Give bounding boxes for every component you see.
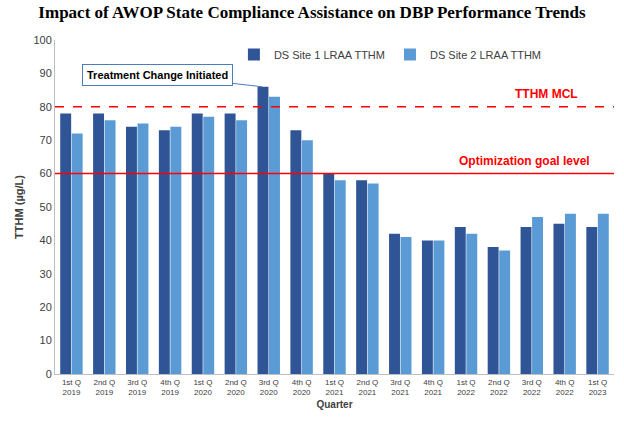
- svg-text:2nd Q2019: 2nd Q2019: [93, 378, 115, 397]
- svg-text:TTHM MCL: TTHM MCL: [515, 87, 578, 101]
- svg-text:10: 10: [40, 334, 52, 346]
- svg-text:4th Q2021: 4th Q2021: [423, 378, 443, 397]
- svg-text:3rd Q2020: 3rd Q2020: [259, 378, 279, 397]
- svg-text:3rd Q2021: 3rd Q2021: [390, 378, 410, 397]
- svg-text:Impact of AWOP State Complianc: Impact of AWOP State Compliance Assistan…: [38, 3, 586, 22]
- svg-text:Treatment Change Initiated: Treatment Change Initiated: [87, 69, 228, 81]
- svg-text:60: 60: [40, 167, 52, 179]
- svg-text:DS Site 1 LRAA TTHM: DS Site 1 LRAA TTHM: [274, 49, 385, 61]
- svg-text:2nd Q2022: 2nd Q2022: [488, 378, 510, 397]
- svg-text:80: 80: [40, 101, 52, 113]
- svg-text:90: 90: [40, 67, 52, 79]
- svg-text:4th Q2020: 4th Q2020: [292, 378, 312, 397]
- svg-text:2nd Q2020: 2nd Q2020: [225, 378, 247, 397]
- svg-text:Optimization goal level: Optimization goal level: [459, 154, 590, 168]
- svg-text:4th Q2022: 4th Q2022: [555, 378, 575, 397]
- svg-text:Quarter: Quarter: [316, 399, 352, 410]
- svg-text:1st Q2023: 1st Q2023: [588, 378, 607, 397]
- svg-text:100: 100: [33, 34, 51, 46]
- svg-text:1st Q2020: 1st Q2020: [193, 378, 212, 397]
- svg-text:20: 20: [40, 301, 52, 313]
- svg-text:3rd Q2022: 3rd Q2022: [522, 378, 542, 397]
- svg-text:DS Site 2 LRAA TTHM: DS Site 2 LRAA TTHM: [430, 49, 541, 61]
- svg-text:1st Q2019: 1st Q2019: [62, 378, 81, 397]
- svg-text:4th Q2019: 4th Q2019: [160, 378, 180, 397]
- svg-text:1st Q2021: 1st Q2021: [325, 378, 344, 397]
- svg-text:50: 50: [40, 201, 52, 213]
- svg-text:30: 30: [40, 268, 52, 280]
- svg-text:0: 0: [46, 368, 52, 380]
- svg-text:2nd Q2021: 2nd Q2021: [356, 378, 378, 397]
- svg-text:3rd Q2019: 3rd Q2019: [127, 378, 147, 397]
- svg-text:70: 70: [40, 134, 52, 146]
- svg-text:1st Q2022: 1st Q2022: [456, 378, 475, 397]
- svg-text:TTHM (µg/L): TTHM (µg/L): [13, 175, 25, 239]
- svg-text:40: 40: [40, 234, 52, 246]
